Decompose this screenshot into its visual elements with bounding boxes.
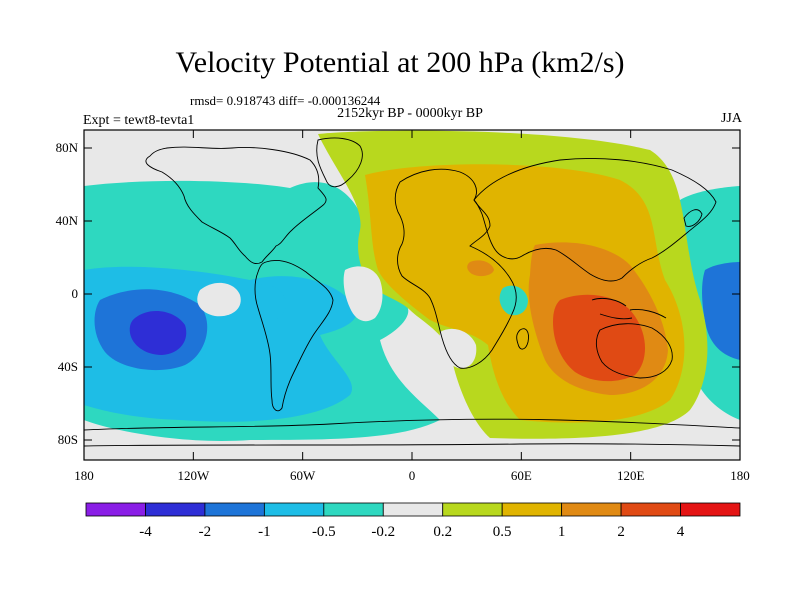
negative-region-pacific-core xyxy=(129,310,187,355)
colorbar-label: -0.5 xyxy=(312,524,336,540)
coastlines xyxy=(84,137,740,447)
season-label: JJA xyxy=(720,111,742,126)
colorbar-label: 1 xyxy=(558,524,566,540)
x-tick-label: 120W xyxy=(177,468,210,483)
x-tick-label: 60E xyxy=(511,468,532,483)
colorbar-swatch xyxy=(501,502,563,517)
x-tick-label: 180 xyxy=(74,468,94,483)
colorbar-swatch xyxy=(263,502,325,517)
y-tick-label: 0 xyxy=(72,286,79,301)
colorbar-swatch xyxy=(442,502,503,517)
x-tick-label: 120E xyxy=(617,468,645,483)
negative-region-east-inner xyxy=(702,262,740,360)
colorbar-label: 4 xyxy=(677,524,685,540)
colorbar-swatch xyxy=(85,502,146,517)
y-tick-label: 40N xyxy=(56,213,79,228)
colorbar-swatch xyxy=(145,502,206,517)
neutral-hole-namibia xyxy=(439,328,477,369)
y-tick-label: 80N xyxy=(56,140,79,155)
experiment-label: Expt = tewt8-tevta1 xyxy=(83,113,195,128)
neutral-band-atlantic xyxy=(343,266,383,322)
positive-region-arabia xyxy=(467,260,494,277)
colorbar-label: 2 xyxy=(617,524,625,540)
colorbar-swatch xyxy=(680,502,741,517)
colorbar-label: -1 xyxy=(258,524,271,540)
y-tick-label: 40S xyxy=(58,359,78,374)
colorbar-swatch xyxy=(204,502,265,517)
positive-region-core xyxy=(553,294,646,382)
negative-region-brazil xyxy=(252,284,286,322)
colorbar-label: -4 xyxy=(139,524,152,540)
colorbar-swatch xyxy=(323,502,384,517)
y-axis: 80N 40N 0 40S 80S xyxy=(56,140,740,447)
colorbar-label: 0.2 xyxy=(433,524,452,540)
colorbar-label: -0.2 xyxy=(371,524,395,540)
colorbar-swatch xyxy=(561,502,622,517)
colorbar-swatch xyxy=(620,502,681,517)
contour-field xyxy=(84,130,740,460)
x-tick-label: 0 xyxy=(409,468,416,483)
colorbar-swatch xyxy=(382,502,444,517)
neutral-hole-pacific xyxy=(197,282,241,317)
negative-spot-africa xyxy=(499,285,528,316)
colorbar: -4 -2 -1 -0.5 -0.2 0.2 0.5 1 2 4 xyxy=(85,502,741,540)
colorbar-label: -2 xyxy=(199,524,212,540)
colorbar-label: 0.5 xyxy=(493,524,512,540)
x-axis: 180 120W 60W 0 60E 120E 180 xyxy=(74,130,750,483)
stats-text: rmsd= 0.918743 diff= -0.000136244 xyxy=(190,93,381,108)
period-text: 2152kyr BP - 0000kyr BP xyxy=(337,106,483,121)
x-tick-label: 180 xyxy=(730,468,750,483)
x-tick-label: 60W xyxy=(290,468,316,483)
plot-title: Velocity Potential at 200 hPa (km2/s) xyxy=(175,46,625,79)
y-tick-label: 80S xyxy=(58,432,78,447)
